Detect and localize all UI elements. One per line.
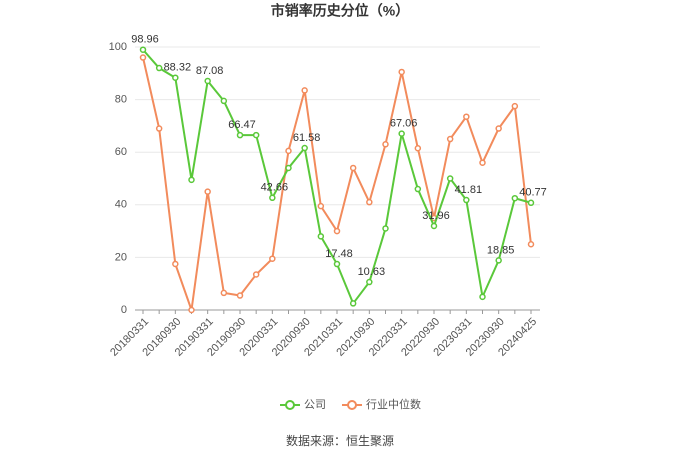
point: [317, 233, 325, 240]
point: [172, 74, 179, 81]
point: [511, 194, 519, 202]
point: [430, 222, 438, 230]
y-tick-label: 100: [109, 41, 127, 53]
point: [366, 198, 373, 206]
point: [382, 141, 389, 148]
point: [414, 185, 422, 193]
point: [398, 130, 405, 137]
point: [382, 225, 389, 232]
point: [155, 64, 163, 72]
point: [333, 227, 341, 235]
point: [285, 147, 292, 155]
point: [527, 241, 535, 248]
data-label: 98.96: [131, 34, 159, 46]
point: [139, 54, 147, 61]
data-label: 42.66: [261, 182, 289, 194]
chart-title: 市销率历史分位（%）: [271, 3, 409, 19]
point: [285, 164, 292, 172]
point: [269, 255, 276, 262]
point: [398, 68, 405, 76]
point: [204, 77, 211, 85]
point: [155, 125, 163, 132]
point: [252, 131, 260, 139]
point: [188, 306, 195, 314]
data-label: 18.85: [487, 244, 515, 256]
data-label: 10.63: [358, 266, 386, 278]
point: [172, 260, 179, 268]
point: [366, 278, 373, 286]
point: [220, 97, 228, 105]
data-label: 61.58: [293, 132, 321, 144]
point: [446, 135, 454, 143]
y-tick-label: 40: [115, 199, 127, 211]
point: [301, 87, 308, 94]
point: [204, 188, 211, 195]
point: [511, 102, 519, 110]
data-label: 87.08: [196, 65, 224, 77]
point: [349, 300, 357, 307]
point: [139, 46, 147, 53]
point: [301, 144, 308, 152]
point: [252, 271, 260, 278]
source: 数据来源：恒生聚源: [286, 433, 394, 448]
data-label: 40.77: [519, 187, 547, 199]
legend-label: 行业中位数: [366, 397, 421, 411]
data-label: 88.32: [164, 62, 192, 74]
y-tick-label: 60: [115, 146, 127, 158]
data-label: 67.06: [390, 118, 418, 130]
point: [220, 289, 228, 297]
data-label: 66.47: [228, 119, 256, 131]
point: [463, 113, 470, 120]
y-tick-label: 20: [115, 251, 127, 263]
point: [333, 260, 341, 268]
point: [236, 131, 244, 139]
data-label: 41.81: [455, 184, 483, 196]
point: [463, 196, 470, 204]
point: [269, 194, 276, 202]
y-tick-label: 0: [121, 304, 127, 316]
point: [479, 159, 486, 166]
legend-label: 公司: [304, 399, 326, 411]
point: [527, 199, 535, 207]
point: [236, 292, 244, 299]
legend-marker: [285, 400, 295, 410]
legend-marker: [347, 400, 357, 410]
point: [188, 176, 195, 184]
point: [495, 257, 502, 264]
data-label: 17.48: [325, 248, 353, 260]
point: [446, 175, 454, 182]
y-tick-label: 80: [115, 94, 127, 106]
point: [317, 202, 325, 210]
point: [349, 164, 357, 172]
point: [495, 125, 502, 132]
point: [479, 293, 486, 301]
data-label: 31.96: [422, 210, 450, 222]
point: [414, 145, 422, 152]
